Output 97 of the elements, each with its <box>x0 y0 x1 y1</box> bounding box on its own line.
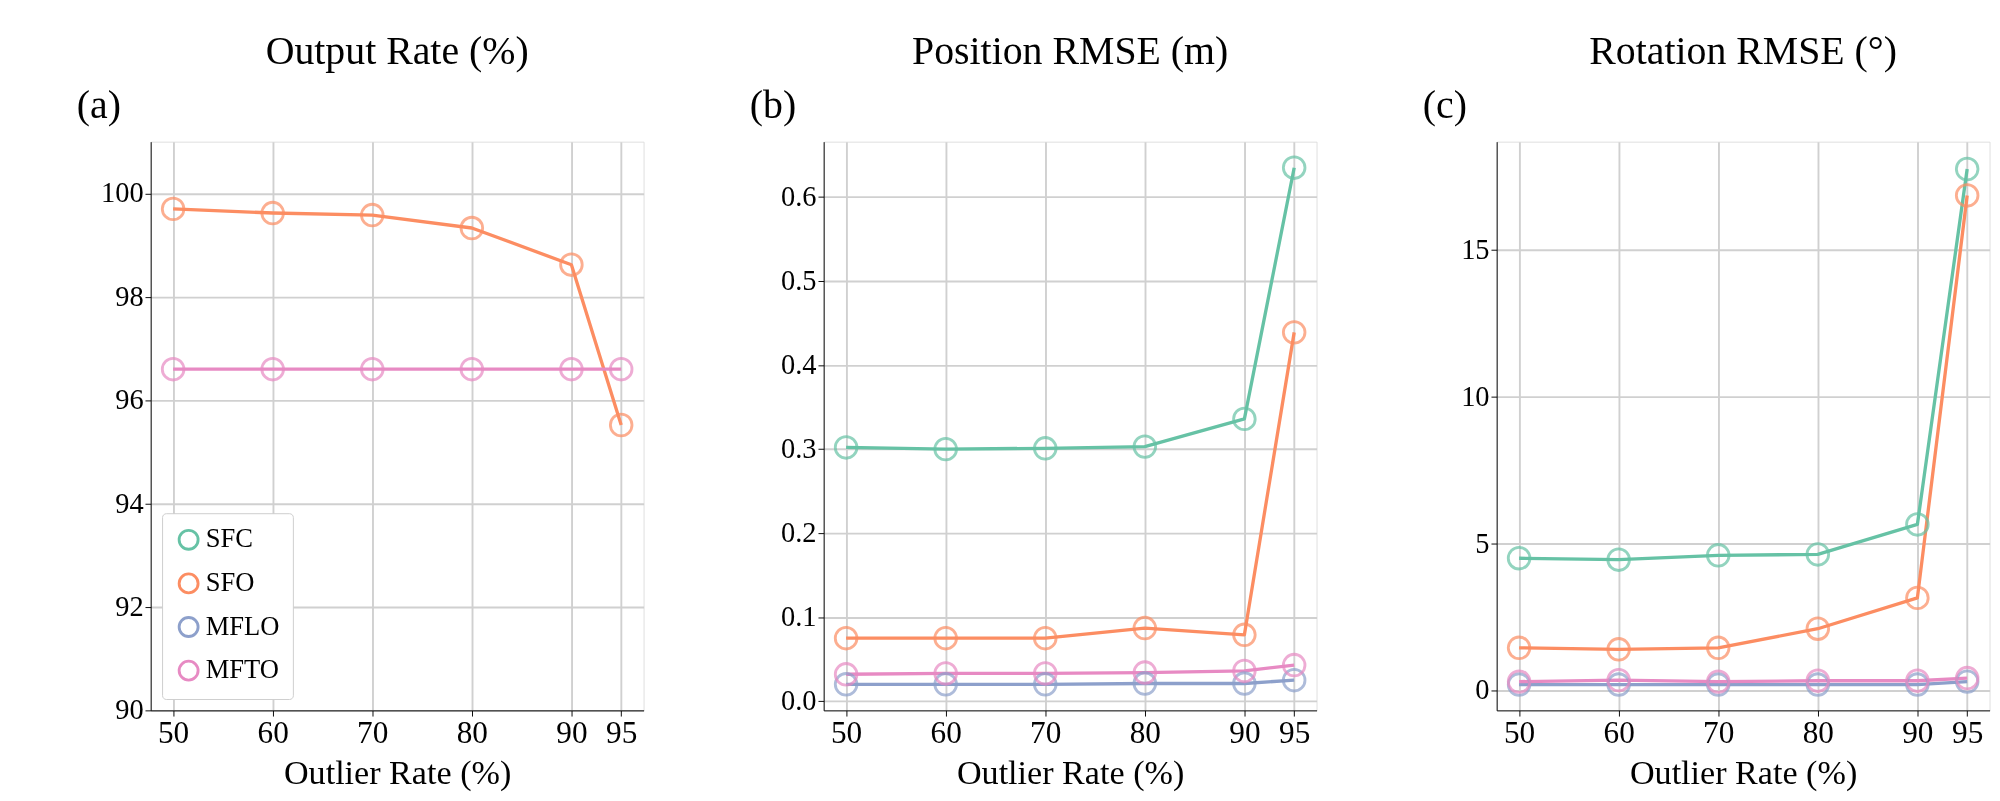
y-tick-label: 0 <box>1475 674 1490 706</box>
point <box>833 672 859 697</box>
x-tick-label: 90 <box>556 715 588 751</box>
point <box>1281 652 1307 678</box>
chart-title: Output Rate (%) <box>265 28 529 73</box>
point <box>1805 542 1831 567</box>
x-tick-label: 50 <box>1503 715 1536 751</box>
x-tick-label: 90 <box>1902 715 1934 751</box>
y-tick-label: 0.4 <box>781 349 817 381</box>
point <box>1033 436 1058 461</box>
point <box>360 202 385 228</box>
point <box>1033 661 1058 686</box>
point <box>608 356 634 382</box>
x-tick-label: 95 <box>606 715 638 751</box>
point <box>608 412 634 438</box>
point <box>459 215 485 241</box>
point <box>559 356 584 382</box>
x-tick-label: 80 <box>456 715 488 751</box>
x-tick-label: 70 <box>1030 715 1062 751</box>
point <box>1606 637 1631 662</box>
y-tick-label: 100 <box>100 177 144 209</box>
point <box>1506 635 1532 661</box>
point <box>160 356 186 382</box>
x-tick-label: 50 <box>830 715 863 751</box>
chart-title: Position RMSE (m) <box>912 28 1229 73</box>
y-tick-label: 15 <box>1461 233 1490 265</box>
point <box>1905 585 1930 611</box>
legend-label: MFTO <box>205 654 279 685</box>
x-tick-label: 80 <box>1129 715 1161 751</box>
point <box>1232 406 1257 432</box>
point <box>160 196 186 222</box>
point <box>1281 667 1307 693</box>
x-axis-title: Outlier Rate (%) <box>1629 753 1858 792</box>
point <box>1954 156 1980 182</box>
text: (a) <box>76 82 121 127</box>
x-tick-label: 95 <box>1279 715 1311 751</box>
x-tick-label: 70 <box>1703 715 1735 751</box>
point <box>933 625 958 651</box>
point <box>1606 667 1631 693</box>
text: (c) <box>1422 82 1467 127</box>
point <box>559 252 584 277</box>
x-tick-label: 60 <box>1603 715 1635 751</box>
x-tick-label: 50 <box>157 715 190 751</box>
y-tick-label: 98 <box>115 280 144 312</box>
point <box>1281 320 1307 345</box>
point <box>459 356 485 382</box>
point <box>1132 434 1158 459</box>
point <box>833 662 859 687</box>
point <box>1954 183 1980 208</box>
point <box>1232 671 1257 696</box>
legend-label: MFLO <box>205 610 280 641</box>
legend-label: SFC <box>205 523 253 554</box>
chart-title: Rotation RMSE (°) <box>1589 28 1898 73</box>
y-tick-label: 0.2 <box>781 517 817 549</box>
y-tick-label: 0.0 <box>781 685 817 717</box>
point <box>1132 615 1158 641</box>
point <box>1132 671 1158 696</box>
y-tick-label: 0.3 <box>781 433 817 465</box>
x-tick-label: 80 <box>1802 715 1834 751</box>
point <box>1281 155 1307 180</box>
point <box>260 356 285 382</box>
point <box>933 436 958 462</box>
point <box>1232 658 1257 684</box>
point <box>1232 622 1257 647</box>
y-tick-label: 0.1 <box>781 601 817 633</box>
x-axis-title: Outlier Rate (%) <box>283 753 512 792</box>
point <box>1706 635 1731 661</box>
text: (b) <box>749 82 797 127</box>
point <box>933 661 958 686</box>
point <box>833 625 859 651</box>
x-tick-label: 95 <box>1952 715 1984 751</box>
point <box>1805 616 1831 641</box>
point <box>360 356 385 382</box>
point <box>933 672 958 697</box>
x-tick-label: 60 <box>257 715 289 751</box>
y-tick-label: 0.6 <box>781 181 817 213</box>
y-tick-label: 96 <box>115 384 144 416</box>
point <box>1706 543 1731 568</box>
point <box>833 435 859 460</box>
point <box>1033 625 1058 651</box>
y-tick-label: 90 <box>115 694 144 726</box>
x-tick-label: 70 <box>357 715 389 751</box>
x-tick-label: 60 <box>930 715 962 751</box>
y-tick-label: 0.5 <box>781 265 817 297</box>
point <box>1905 512 1930 537</box>
point <box>1132 660 1158 685</box>
point <box>1506 546 1532 571</box>
legend-label: SFO <box>205 566 255 597</box>
x-tick-label: 90 <box>1229 715 1261 751</box>
y-tick-label: 10 <box>1461 380 1490 412</box>
point <box>1033 672 1058 697</box>
y-tick-label: 92 <box>115 591 144 622</box>
y-tick-label: 94 <box>115 487 144 519</box>
y-tick-label: 5 <box>1475 527 1490 559</box>
x-axis-title: Outlier Rate (%) <box>956 753 1185 792</box>
point <box>1606 547 1631 572</box>
point <box>260 200 285 226</box>
